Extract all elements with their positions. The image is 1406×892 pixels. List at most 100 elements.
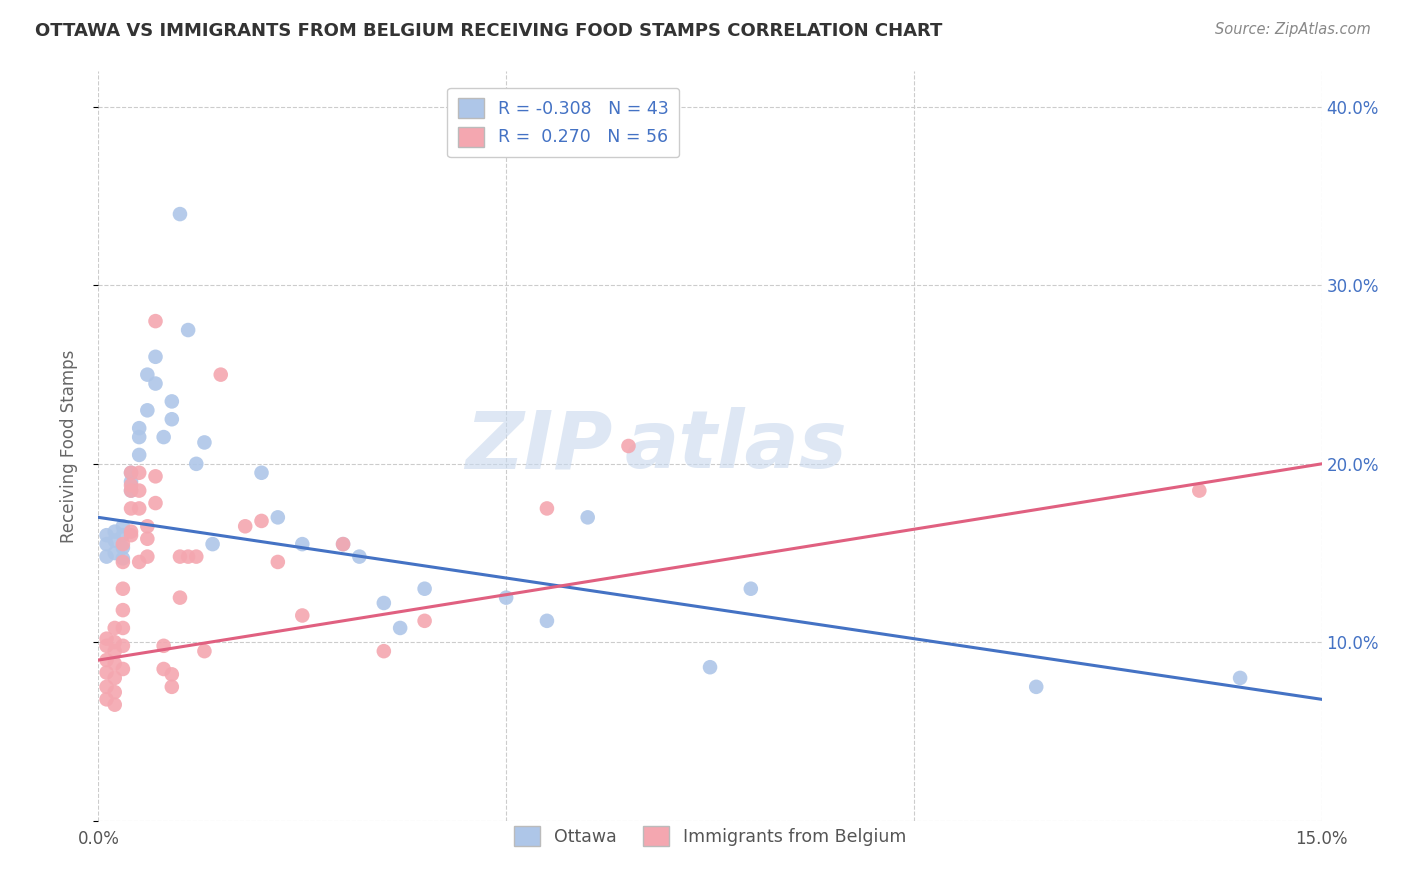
Point bbox=[96, 549, 118, 564]
Point bbox=[111, 603, 134, 617]
Point bbox=[120, 501, 142, 516]
Point bbox=[111, 662, 134, 676]
Point bbox=[96, 665, 118, 680]
Point bbox=[120, 483, 142, 498]
Point bbox=[136, 549, 159, 564]
Point bbox=[152, 662, 174, 676]
Point bbox=[104, 657, 127, 671]
Point bbox=[104, 685, 127, 699]
Point bbox=[136, 519, 159, 533]
Point bbox=[120, 483, 142, 498]
Point bbox=[617, 439, 640, 453]
Point bbox=[160, 394, 183, 409]
Point bbox=[136, 532, 159, 546]
Text: Source: ZipAtlas.com: Source: ZipAtlas.com bbox=[1215, 22, 1371, 37]
Point bbox=[145, 376, 167, 391]
Point bbox=[111, 551, 134, 566]
Point bbox=[152, 639, 174, 653]
Point bbox=[1229, 671, 1251, 685]
Point bbox=[291, 537, 314, 551]
Point bbox=[128, 466, 150, 480]
Point bbox=[145, 350, 167, 364]
Point bbox=[177, 323, 200, 337]
Point bbox=[699, 660, 721, 674]
Text: ZIP: ZIP bbox=[465, 407, 612, 485]
Point bbox=[332, 537, 354, 551]
Point bbox=[96, 639, 118, 653]
Point bbox=[576, 510, 599, 524]
Point bbox=[111, 621, 134, 635]
Point bbox=[160, 680, 183, 694]
Point bbox=[193, 435, 215, 450]
Point bbox=[233, 519, 256, 533]
Point bbox=[373, 596, 395, 610]
Point bbox=[291, 608, 314, 623]
Point bbox=[128, 448, 150, 462]
Point bbox=[128, 430, 150, 444]
Point bbox=[111, 555, 134, 569]
Point bbox=[160, 412, 183, 426]
Point bbox=[111, 541, 134, 555]
Point bbox=[169, 591, 191, 605]
Point bbox=[128, 421, 150, 435]
Point bbox=[373, 644, 395, 658]
Point bbox=[169, 207, 191, 221]
Point bbox=[136, 403, 159, 417]
Point bbox=[111, 537, 134, 551]
Point bbox=[111, 519, 134, 533]
Point bbox=[177, 549, 200, 564]
Point bbox=[104, 644, 127, 658]
Point bbox=[111, 582, 134, 596]
Point bbox=[152, 430, 174, 444]
Point bbox=[111, 528, 134, 542]
Point bbox=[536, 501, 558, 516]
Point bbox=[120, 528, 142, 542]
Point bbox=[495, 591, 517, 605]
Point bbox=[145, 496, 167, 510]
Point bbox=[120, 478, 142, 492]
Point bbox=[120, 466, 142, 480]
Legend: Ottawa, Immigrants from Belgium: Ottawa, Immigrants from Belgium bbox=[508, 819, 912, 853]
Point bbox=[413, 582, 436, 596]
Text: atlas: atlas bbox=[624, 407, 848, 485]
Point bbox=[96, 632, 118, 646]
Point bbox=[120, 475, 142, 489]
Point bbox=[111, 639, 134, 653]
Point bbox=[267, 555, 290, 569]
Point bbox=[120, 524, 142, 539]
Point bbox=[536, 614, 558, 628]
Point bbox=[160, 667, 183, 681]
Point bbox=[145, 469, 167, 483]
Point bbox=[389, 621, 412, 635]
Point bbox=[128, 555, 150, 569]
Point bbox=[96, 692, 118, 706]
Point bbox=[267, 510, 290, 524]
Point bbox=[104, 621, 127, 635]
Point bbox=[104, 546, 127, 560]
Point bbox=[332, 537, 354, 551]
Point bbox=[250, 514, 273, 528]
Point bbox=[104, 533, 127, 548]
Point bbox=[193, 644, 215, 658]
Point bbox=[413, 614, 436, 628]
Point bbox=[96, 653, 118, 667]
Point bbox=[128, 501, 150, 516]
Point bbox=[201, 537, 224, 551]
Point bbox=[1025, 680, 1047, 694]
Point bbox=[128, 483, 150, 498]
Text: OTTAWA VS IMMIGRANTS FROM BELGIUM RECEIVING FOOD STAMPS CORRELATION CHART: OTTAWA VS IMMIGRANTS FROM BELGIUM RECEIV… bbox=[35, 22, 942, 40]
Point bbox=[96, 680, 118, 694]
Point bbox=[145, 314, 167, 328]
Point bbox=[104, 698, 127, 712]
Point bbox=[96, 528, 118, 542]
Point bbox=[349, 549, 371, 564]
Point bbox=[136, 368, 159, 382]
Point bbox=[120, 466, 142, 480]
Point bbox=[186, 549, 208, 564]
Point bbox=[209, 368, 232, 382]
Point bbox=[96, 537, 118, 551]
Point bbox=[104, 635, 127, 649]
Y-axis label: Receiving Food Stamps: Receiving Food Stamps bbox=[59, 350, 77, 542]
Point bbox=[104, 671, 127, 685]
Point bbox=[169, 549, 191, 564]
